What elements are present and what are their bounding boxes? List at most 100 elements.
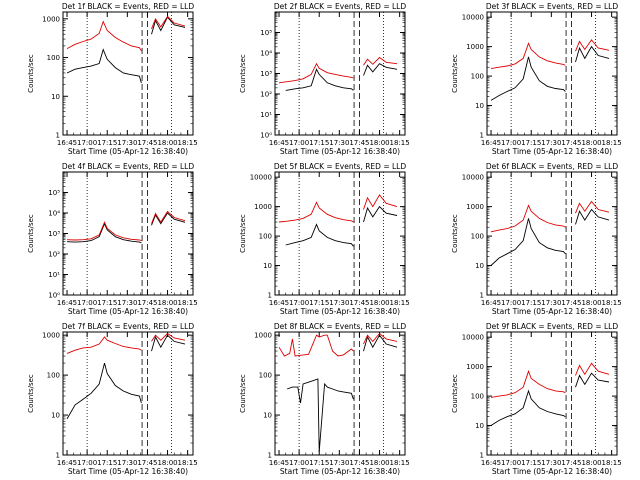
y-tick-label: 10000 [250, 174, 272, 182]
x-tick-label: 17:15 [97, 459, 117, 467]
panel-det-5: Det 5f BLACK = Events, RED = LLD 1 10 100 10… [239, 162, 410, 316]
x-tick-label: 17:45 [561, 459, 581, 467]
x-axis-label: Start Time (05-Apr-12 16:38:40) [68, 467, 188, 476]
x-axis-label: Start Time (05-Apr-12 16:38:40) [68, 147, 188, 156]
y-tick-label: 10³ [260, 70, 272, 78]
panel-title: Det 4f BLACK = Events, RED = LLD [62, 162, 195, 171]
y-tick-label: 100 [471, 73, 484, 81]
x-tick-label: 18:00 [369, 459, 389, 467]
series-line-events [66, 334, 186, 420]
x-tick-label: 18:15 [390, 139, 410, 147]
plot-frame [62, 331, 194, 456]
x-tick-label: 18:15 [602, 459, 622, 467]
x-tick-label: 17:45 [137, 139, 157, 147]
panel-title: Det 2f BLACK = Events, RED = LLD [274, 2, 407, 11]
plot-frame [274, 331, 406, 456]
y-tick-label: 10 [475, 422, 484, 430]
y-tick-label: 10000 [462, 334, 484, 342]
panel-det-9: Det 9f BLACK = Events, RED = LLD 1 10 100 10… [451, 322, 622, 476]
x-tick-label: 18:15 [602, 299, 622, 307]
y-tick-label: 10 [263, 262, 272, 270]
x-tick-label: 17:00 [289, 299, 309, 307]
y-axis-label: Counts/sec [27, 374, 35, 413]
y-tick-label: 10 [475, 262, 484, 270]
x-axis-label: Start Time (05-Apr-12 16:38:40) [492, 147, 612, 156]
y-axis-label: Counts/sec [451, 54, 459, 93]
y-tick-label: 1 [268, 452, 272, 460]
x-tick-label: 16:45 [57, 459, 77, 467]
y-tick-label: 1 [268, 292, 272, 300]
x-tick-label: 18:00 [581, 459, 601, 467]
y-tick-label: 10000 [462, 174, 484, 182]
x-tick-label: 17:15 [97, 139, 117, 147]
x-tick-label: 17:15 [309, 299, 329, 307]
x-tick-label: 17:30 [329, 299, 349, 307]
panel-det-8: Det 8f BLACK = Events, RED = LLD 1 10 100 10… [239, 322, 410, 476]
x-tick-label: 18:00 [157, 299, 177, 307]
y-tick-label: 100 [259, 233, 272, 241]
x-tick-label: 17:15 [521, 299, 541, 307]
series-line-events [285, 205, 398, 247]
y-tick-label: 1 [480, 452, 484, 460]
y-tick-label: 10 [475, 102, 484, 110]
x-tick-label: 16:45 [481, 139, 501, 147]
x-axis-label: Start Time (05-Apr-12 16:38:40) [280, 147, 400, 156]
series-line-events [490, 372, 610, 426]
x-tick-label: 17:00 [289, 459, 309, 467]
x-axis-label: Start Time (05-Apr-12 16:38:40) [492, 307, 612, 316]
x-tick-label: 18:15 [178, 299, 198, 307]
x-tick-label: 17:15 [97, 299, 117, 307]
series-line-events [66, 212, 186, 244]
x-tick-label: 17:45 [349, 139, 369, 147]
x-tick-label: 18:00 [581, 139, 601, 147]
series-line-events [66, 16, 186, 84]
y-tick-label: 1000 [466, 203, 484, 211]
x-tick-label: 17:45 [349, 299, 369, 307]
series-line-events [490, 208, 610, 266]
plot-frame [486, 171, 618, 296]
panel-det-3: Det 3f BLACK = Events, RED = LLD 1 10 100 10… [451, 2, 622, 156]
x-tick-label: 17:45 [349, 459, 369, 467]
x-tick-label: 16:45 [269, 459, 289, 467]
x-tick-label: 17:45 [561, 139, 581, 147]
y-tick-label: 1000 [254, 203, 272, 211]
x-tick-label: 17:00 [501, 299, 521, 307]
x-tick-label: 17:45 [561, 299, 581, 307]
x-axis-label: Start Time (05-Apr-12 16:38:40) [280, 467, 400, 476]
x-tick-label: 17:15 [521, 459, 541, 467]
x-tick-label: 17:30 [329, 459, 349, 467]
panel-title: Det 7f BLACK = Events, RED = LLD [62, 322, 195, 331]
panel-title: Det 1f BLACK = Events, RED = LLD [62, 2, 195, 11]
x-tick-label: 16:45 [481, 299, 501, 307]
panel-det-1: Det 1f BLACK = Events, RED = LLD 1 10 100 10… [27, 2, 198, 156]
x-tick-label: 17:30 [117, 459, 137, 467]
x-tick-label: 17:30 [329, 139, 349, 147]
y-tick-label: 10¹ [48, 271, 60, 279]
x-tick-label: 17:00 [501, 459, 521, 467]
x-tick-label: 18:15 [178, 459, 198, 467]
x-tick-label: 17:00 [77, 299, 97, 307]
series-line-events [286, 334, 398, 452]
y-tick-label: 10000 [462, 14, 484, 22]
x-tick-label: 17:00 [77, 459, 97, 467]
x-tick-label: 17:30 [541, 299, 561, 307]
y-tick-label: 1000 [42, 332, 60, 340]
x-axis-label: Start Time (05-Apr-12 16:38:40) [492, 467, 612, 476]
series-line-events [490, 45, 610, 101]
plot-frame [274, 171, 406, 296]
y-axis-label: Counts/sec [27, 214, 35, 253]
panel-title: Det 9f BLACK = Events, RED = LLD [486, 322, 619, 331]
x-axis-label: Start Time (05-Apr-12 16:38:40) [280, 307, 400, 316]
x-tick-label: 18:15 [178, 139, 198, 147]
y-tick-label: 100 [471, 233, 484, 241]
series-line-lld [490, 39, 610, 70]
series-line-lld [278, 56, 398, 84]
x-tick-label: 17:30 [541, 139, 561, 147]
x-tick-label: 17:00 [501, 139, 521, 147]
plot-frame [62, 171, 194, 296]
y-tick-label: 1000 [42, 15, 60, 23]
x-axis-label: Start Time (05-Apr-12 16:38:40) [68, 307, 188, 316]
y-tick-label: 10⁴ [48, 210, 60, 218]
x-tick-label: 18:00 [369, 139, 389, 147]
